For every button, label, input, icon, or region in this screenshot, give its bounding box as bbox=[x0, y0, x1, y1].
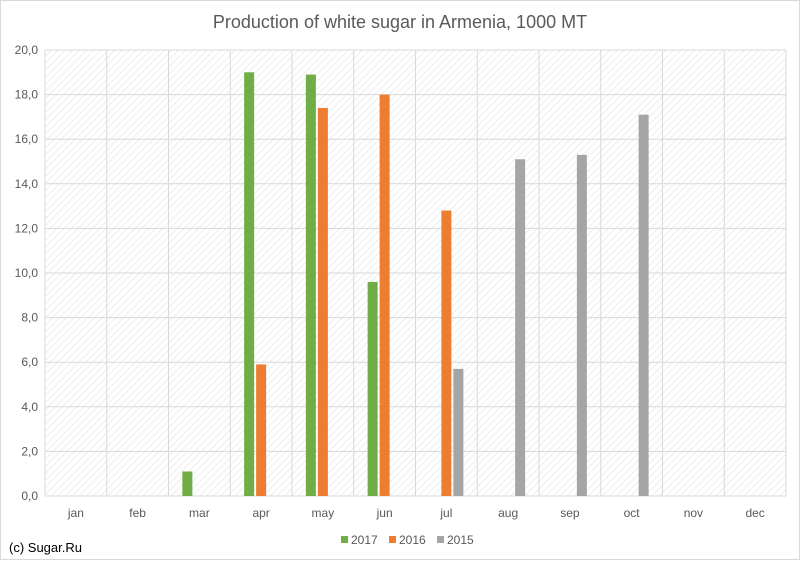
y-tick-label: 12,0 bbox=[15, 221, 39, 235]
x-tick-label: apr bbox=[252, 506, 269, 520]
x-tick-label: oct bbox=[624, 506, 641, 520]
x-tick-label: mar bbox=[189, 506, 210, 520]
y-tick-label: 20,0 bbox=[15, 43, 39, 57]
x-tick-label: sep bbox=[560, 506, 580, 520]
y-tick-label: 14,0 bbox=[15, 177, 39, 191]
bar-2017-apr bbox=[244, 72, 255, 497]
bar-2017-mar bbox=[182, 471, 193, 496]
x-tick-label: may bbox=[312, 506, 335, 520]
y-tick-label: 2,0 bbox=[21, 444, 38, 458]
bar-2017-jun bbox=[367, 281, 378, 496]
bar-2015-aug bbox=[515, 159, 526, 496]
x-axis: jan feb mar apr may jun jul aug sep oct nov dec bbox=[67, 506, 765, 520]
bar-2016-jul bbox=[441, 210, 452, 496]
x-tick-label: feb bbox=[129, 506, 146, 520]
legend: 2017 2016 2015 bbox=[341, 533, 474, 547]
y-tick-label: 10,0 bbox=[15, 266, 39, 280]
bar-2016-may bbox=[317, 107, 328, 496]
bar-2015-sep bbox=[576, 154, 587, 496]
x-tick-label: jun bbox=[376, 506, 393, 520]
bar-2016-jun bbox=[379, 94, 390, 496]
chart-title: Production of white sugar in Armenia, 10… bbox=[213, 12, 587, 32]
y-tick-label: 4,0 bbox=[21, 400, 38, 414]
x-tick-label: aug bbox=[498, 506, 518, 520]
legend-label-2016: 2016 bbox=[399, 533, 426, 547]
gridlines bbox=[44, 49, 787, 497]
legend-swatch-2015 bbox=[437, 536, 444, 543]
bar-2017-may bbox=[305, 74, 316, 496]
x-tick-label: jul bbox=[439, 506, 452, 520]
y-axis: 0,0 2,0 4,0 6,0 8,0 10,0 12,0 14,0 16,0 18,0 20,0 bbox=[15, 43, 39, 503]
bar-2016-apr bbox=[256, 364, 267, 496]
x-tick-label: jan bbox=[67, 506, 84, 520]
y-tick-label: 16,0 bbox=[15, 132, 39, 146]
legend-swatch-2017 bbox=[341, 536, 348, 543]
x-tick-label: dec bbox=[745, 506, 764, 520]
y-tick-label: 18,0 bbox=[15, 88, 39, 102]
legend-label-2017: 2017 bbox=[351, 533, 378, 547]
legend-swatch-2016 bbox=[389, 536, 396, 543]
bars bbox=[182, 72, 649, 497]
y-tick-label: 0,0 bbox=[21, 489, 38, 503]
y-tick-label: 8,0 bbox=[21, 311, 38, 325]
bar-2015-jul bbox=[453, 368, 464, 496]
x-tick-label: nov bbox=[684, 506, 703, 520]
credit-text: (c) Sugar.Ru bbox=[9, 540, 82, 555]
legend-label-2015: 2015 bbox=[447, 533, 474, 547]
y-tick-label: 6,0 bbox=[21, 355, 38, 369]
bar-2015-oct bbox=[638, 114, 649, 497]
